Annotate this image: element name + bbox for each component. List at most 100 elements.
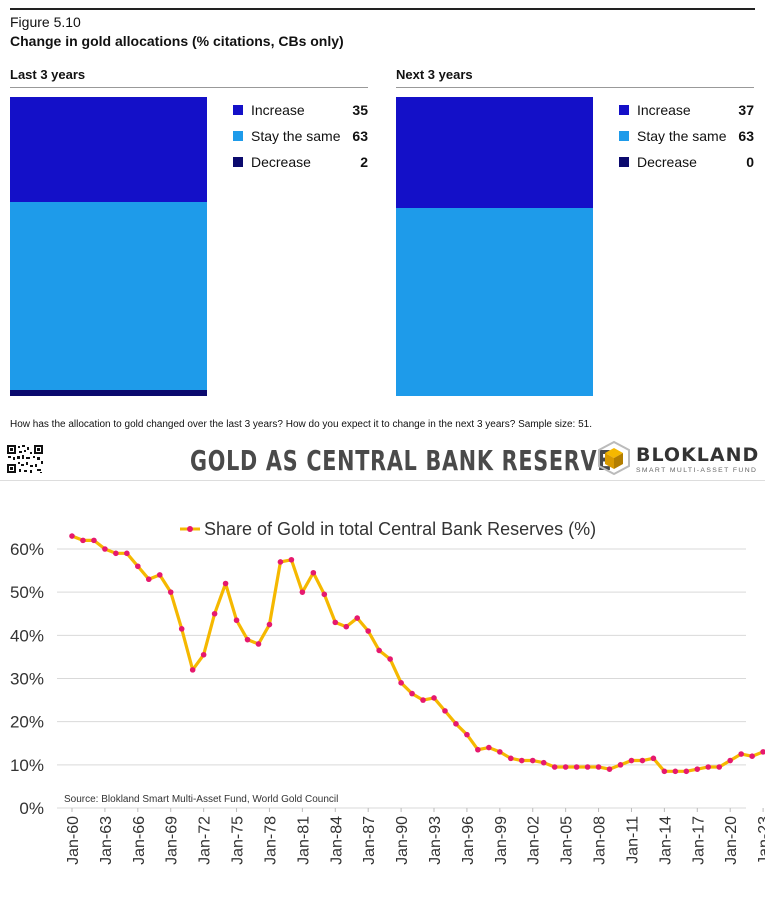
data-point [738,751,744,757]
data-point [332,619,339,626]
legend-swatch-increase [233,105,243,115]
x-tick-label: Jan-17 [690,816,707,865]
legend-swatch-stay-same [619,131,629,141]
legend-increase-next: Increase 37 [619,101,754,119]
bar-segment-stay-same-last [10,201,207,390]
data-point [661,768,668,775]
data-point [365,628,371,634]
legend-stay-same-next: Stay the same 63 [619,127,754,145]
legend-label-increase: Increase [637,102,691,118]
data-point [102,546,108,552]
legend-stay-same-last: Stay the same 63 [233,127,368,145]
data-point [540,759,547,766]
data-point [442,708,448,714]
x-tick-label: Jan-75 [230,816,247,865]
legend-decrease-next: Decrease 0 [619,153,754,171]
gold-share-line-chart: 0% 10% 20% 30% 40% 50% 60% Jan-60 Jan-63 Jan-66 Ja… [10,519,765,865]
data-point [584,764,591,770]
x-tick-label: Jan-66 [131,816,148,865]
legend-value-stay-same: 63 [738,128,754,144]
data-point [266,621,273,628]
data-point [420,697,426,703]
data-point [453,721,459,727]
data-point [529,757,536,764]
panel-title-next: Next 3 years [396,67,473,82]
data-point [387,656,393,662]
data-point [497,749,503,755]
bar-segment-stay-same-next [396,207,593,396]
data-point [91,537,97,544]
data-point [749,753,755,759]
data-point [705,764,712,770]
legend-swatch-decrease [619,157,629,167]
data-point [145,576,152,583]
data-point [211,610,218,617]
data-point [376,647,382,654]
data-point [343,623,350,630]
data-point [727,757,733,764]
x-tick-label: Jan-81 [295,816,312,865]
x-tick-label: Jan-20 [723,816,740,865]
cube-logo-icon [596,440,632,476]
data-point [113,550,119,557]
legend-label-increase: Increase [251,102,305,118]
data-point [178,626,185,632]
x-tick-label: Jan-72 [197,816,214,865]
x-tick-label: Jan-60 [65,816,82,865]
data-point [551,764,558,770]
data-point [244,636,251,643]
data-point [716,764,723,770]
bar-segment-increase-next [396,97,593,208]
y-tick-label: 0% [19,799,44,818]
legend-value-decrease: 0 [746,154,754,170]
x-tick-label: Jan-08 [592,816,609,865]
bar-segment-increase-last [10,97,207,202]
x-tick-label: Jan-90 [394,816,411,865]
y-tick-label: 50% [10,583,44,602]
data-point [683,768,690,775]
data-point [288,556,295,563]
y-tick-label: 40% [10,626,44,645]
data-point [431,695,437,701]
data-point [310,569,317,576]
y-tick-label: 20% [10,713,44,732]
x-tick-label: Jan-87 [361,816,378,865]
x-tick-label: Jan-02 [526,816,543,865]
x-tick-label: Jan-93 [427,816,444,865]
data-point [200,651,207,658]
source-note: Source: Blokland Smart Multi-Asset Fund,… [64,794,338,805]
data-point [617,762,624,768]
brand-tagline: SMART MULTI-ASSET FUND [636,467,758,474]
legend-label-decrease: Decrease [251,154,311,170]
qr-code-icon [6,444,44,474]
data-point [650,755,657,762]
data-point [255,641,262,647]
legend-label-stay-same: Stay the same [251,128,341,144]
legend-swatch-increase [619,105,629,115]
line-chart-title: GOLD AS CENTRAL BANK RESERVE [190,444,613,477]
legend-swatch-decrease [233,157,243,167]
data-point [233,617,240,624]
legend-value-increase: 35 [352,102,368,118]
data-point [562,764,569,770]
data-point [80,537,86,544]
panel-rule-last [10,87,368,88]
data-point [222,580,229,587]
data-point [135,563,141,570]
data-point [167,589,174,595]
legend-decrease-last: Decrease 2 [233,153,368,171]
legend-value-stay-same: 63 [352,128,368,144]
x-tick-label: Jan-69 [164,816,181,865]
legend-marker-swatch [187,526,193,532]
legend-label: Share of Gold in total Central Bank Rese… [204,519,596,539]
survey-question-note: How has the allocation to gold changed o… [10,419,593,430]
data-point [595,764,602,770]
data-point [573,764,580,770]
x-tick-label: Jan-14 [657,816,674,865]
y-tick-label: 60% [10,540,44,559]
bar-segment-decrease-last [10,390,207,396]
data-point [277,559,284,565]
x-tick-label: Jan-63 [98,816,115,865]
legend-swatch-stay-same [233,131,243,141]
panel-rule-next [396,87,754,88]
